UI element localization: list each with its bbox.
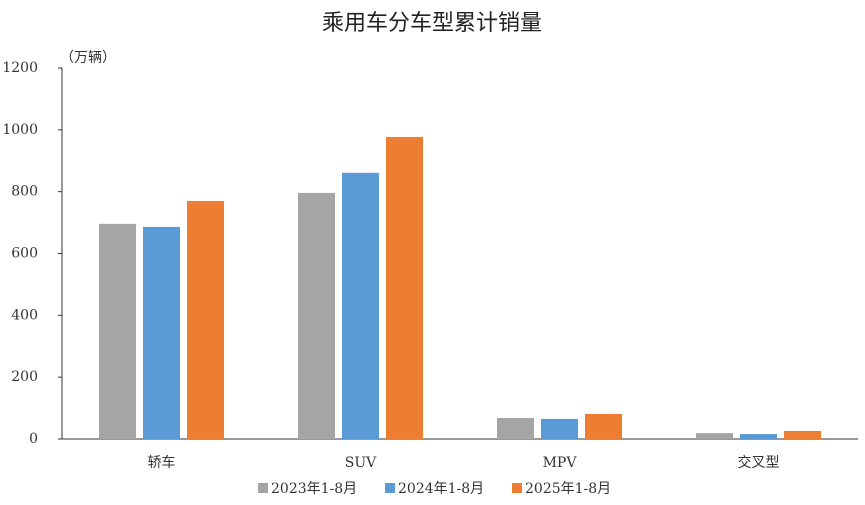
- legend-swatch: [385, 483, 395, 493]
- bar: [386, 136, 423, 440]
- x-tick-label: SUV: [345, 455, 377, 471]
- y-tick-label: 0: [29, 431, 38, 447]
- bar: [497, 417, 534, 439]
- chart-title: 乘用车分车型累计销量: [322, 11, 542, 36]
- legend-label: 2024年1-8月: [398, 481, 484, 497]
- legend-label: 2023年1-8月: [271, 481, 357, 497]
- y-tick-label: 400: [11, 307, 38, 323]
- x-tick-label: MPV: [543, 455, 578, 471]
- bar: [696, 433, 733, 439]
- x-tick-label: 轿车: [148, 454, 176, 471]
- y-unit: （万辆）: [60, 50, 116, 66]
- bar: [298, 192, 335, 439]
- bar: [784, 430, 821, 439]
- bar: [585, 413, 622, 439]
- legend-swatch: [258, 483, 268, 493]
- legend-label: 2025年1-8月: [525, 481, 611, 497]
- bar: [541, 418, 578, 439]
- y-tick-label: 800: [11, 184, 38, 200]
- legend-swatch: [512, 483, 522, 493]
- x-tick-label: 交叉型: [738, 454, 780, 471]
- bar: [740, 434, 777, 439]
- y-tick-label: 200: [11, 369, 38, 385]
- bar: [187, 200, 224, 439]
- bar: [143, 226, 180, 439]
- y-tick-label: 1000: [2, 122, 38, 138]
- y-tick-label: 600: [11, 246, 38, 262]
- bar: [342, 172, 379, 439]
- bar: [99, 223, 136, 439]
- y-tick-label: 1200: [2, 60, 38, 76]
